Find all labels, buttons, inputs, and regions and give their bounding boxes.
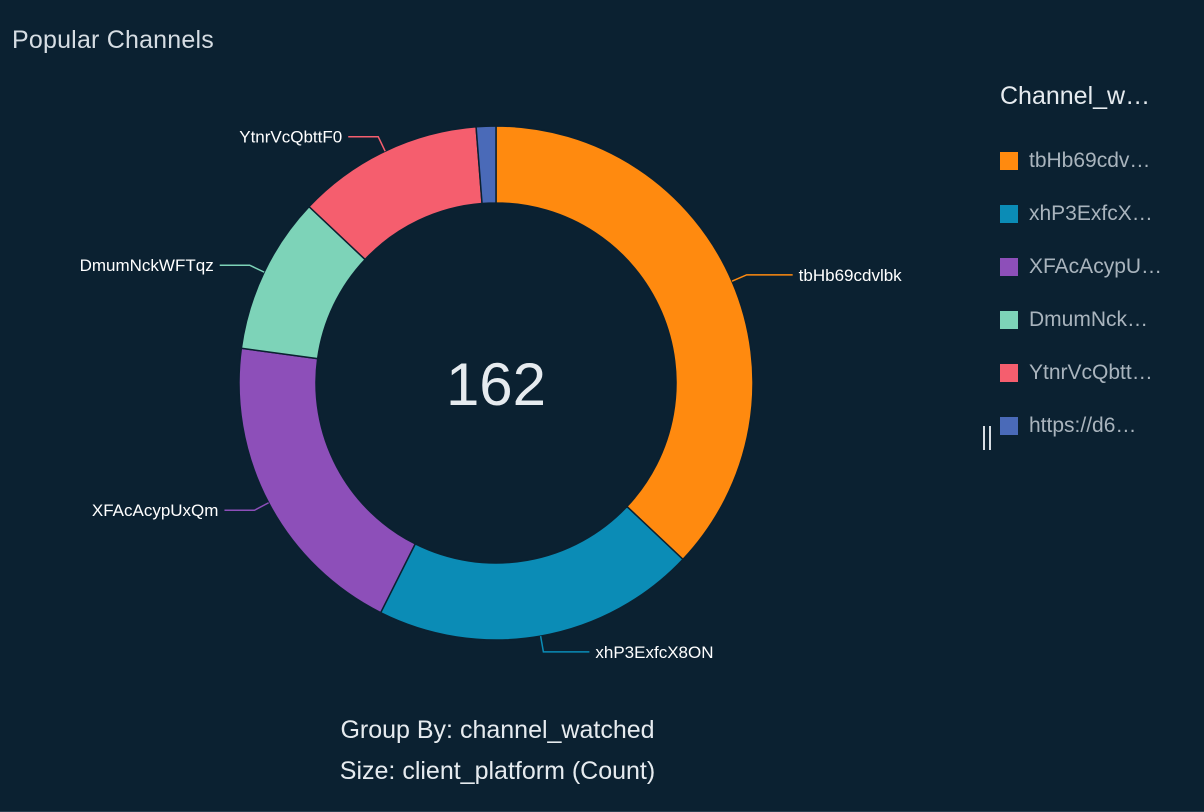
donut-chart: tbHb69cdvlbk xhP3ExfcX8ON XFAcAcypUxQm Dmum… (80, 125, 903, 662)
leader-line (219, 264, 265, 273)
legend-item[interactable]: https://d6… (1000, 412, 1200, 439)
legend-swatch (1000, 416, 1018, 435)
chart-title: Popular Channels (12, 26, 214, 54)
legend-swatch (1000, 151, 1018, 170)
legend-item-label: DmumNck… (1029, 307, 1148, 331)
chart-footer: Group By: channel_watched Size: client_p… (0, 710, 995, 792)
legend-item-label: YtnrVcQbtt… (1029, 360, 1153, 384)
slice-label: DmumNckWFTqz (80, 256, 214, 275)
leader-line (224, 502, 269, 511)
legend-item[interactable]: xhP3ExfcX… (1000, 200, 1200, 227)
legend-title: Channel_w… (1000, 82, 1151, 110)
center-total: 162 (446, 351, 546, 418)
legend-item[interactable]: tbHb69cdv… (1000, 147, 1200, 174)
legend-swatch (1000, 204, 1018, 223)
legend-items: tbHb69cdv… xhP3ExfcX… XFAcAcypU… DmumNck… Yt… (1000, 147, 1200, 439)
legend-item[interactable]: DmumNck… (1000, 306, 1200, 333)
size-text: Size: client_platform (Count) (339, 757, 656, 785)
donut-slice[interactable] (379, 505, 684, 641)
legend-item-label: xhP3ExfcX… (1029, 201, 1153, 225)
donut-slice[interactable] (475, 125, 497, 205)
leader-line (348, 135, 386, 152)
slice-label: YtnrVcQbttF0 (239, 128, 342, 147)
legend-item[interactable]: XFAcAcypU… (1000, 253, 1200, 280)
legend-resize-handle[interactable] (983, 426, 991, 450)
donut-slice[interactable] (495, 125, 754, 561)
legend-item-label: https://d6… (1029, 413, 1137, 437)
legend-item-label: tbHb69cdv… (1029, 148, 1151, 172)
group-by-text: Group By: channel_watched (340, 716, 655, 744)
leader-line (731, 274, 793, 282)
legend-item-label: XFAcAcypU… (1029, 254, 1163, 278)
legend-swatch (1000, 310, 1018, 329)
slice-label: tbHb69cdvlbk (799, 266, 903, 285)
legend-swatch (1000, 363, 1018, 382)
legend-item[interactable]: YtnrVcQbtt… (1000, 359, 1200, 386)
slice-label: XFAcAcypUxQm (92, 501, 219, 520)
slice-label: xhP3ExfcX8ON (595, 643, 713, 662)
leader-line (539, 635, 590, 653)
legend-swatch (1000, 257, 1018, 276)
legend: Channel_w… tbHb69cdv… xhP3ExfcX… XFAcAcypU… (1000, 82, 1200, 465)
donut-slice[interactable] (238, 347, 417, 614)
